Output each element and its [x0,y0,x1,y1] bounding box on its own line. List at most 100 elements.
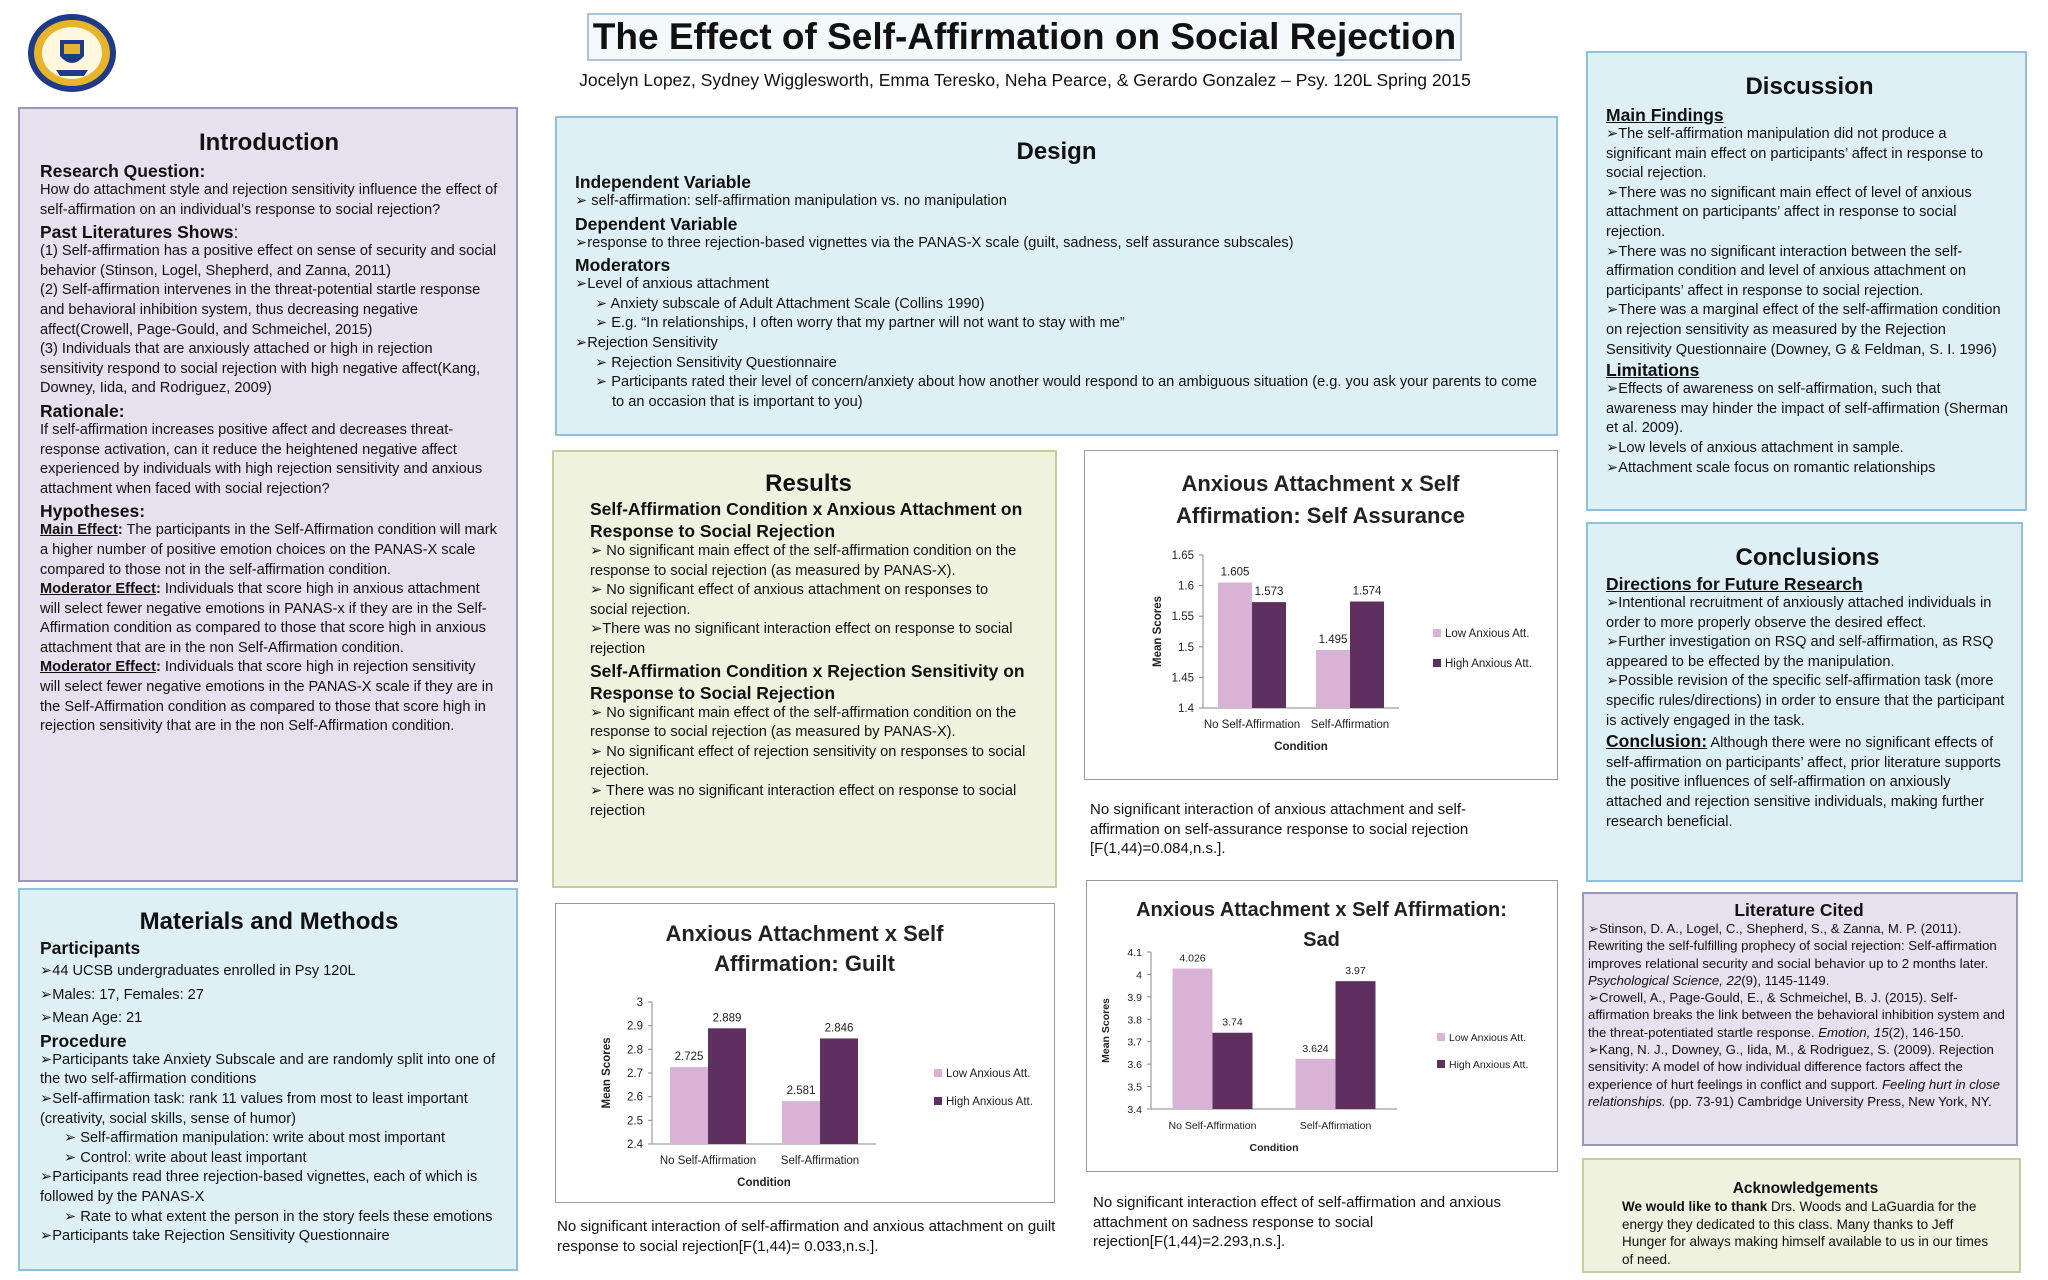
self-assurance-chart-box: Anxious Attachment x Self Affirmation: Se… [1084,450,1558,780]
conclusion-text: Conclusion: Although there were no signi… [1606,731,2001,830]
future-research-item: ➢Further investigation on RSQ and self-a… [1606,634,1994,670]
y-tick-label: 1.45 [1172,672,1194,684]
reference-item: ➢Stinson, D. A., Logel, C., Shepherd, S.… [1588,921,1997,988]
y-axis-title: Mean Scores [1100,998,1112,1063]
y-tick-label: 3.4 [1127,1104,1142,1116]
result-item: ➢ No significant main effect of the self… [590,704,1017,741]
introduction-panel: Introduction Research Question: How do a… [18,107,518,882]
legend-label: Low Anxious Att. [946,1068,1030,1080]
x-tick-label: Self-Affirmation [1300,1120,1372,1132]
independent-variable: ➢ self-affirmation: self-affirmation man… [575,193,1007,209]
y-tick-label: 2.8 [627,1044,643,1056]
legend-swatch [1437,1060,1445,1068]
chart-bar [820,1038,858,1144]
x-tick-label: Self-Affirmation [1311,719,1389,731]
data-label: 3.97 [1345,965,1366,977]
moderator-subitem: ➢ E.g. “In relationships, I often worry … [595,315,1125,332]
x-axis-title: Condition [737,1177,791,1189]
participant-item: ➢Mean Age: 21 [40,1010,143,1027]
research-question-heading: Research Question: [40,161,206,181]
hypothesis-item: Moderator Effect: Individuals that score… [40,581,487,656]
results-subheading: Self-Affirmation Condition x Rejection S… [590,660,1025,703]
hypotheses-heading: Hypotheses: [40,501,146,522]
y-axis-title: Mean Scores [1152,596,1164,667]
legend-label: Low Anxious Att. [1449,1032,1526,1044]
self-assurance-caption: No significant interaction of anxious at… [1090,801,1469,857]
legend-swatch [934,1069,942,1077]
methods-title: Materials and Methods [139,908,399,935]
participant-item: ➢Males: 17, Females: 27 [40,986,204,1003]
future-research-item: ➢Intentional recruitment of anxiously at… [1606,595,1992,631]
moderator-item: ➢Rejection Sensitivity [575,334,718,351]
guilt-chart: Anxious Attachment x Self Affirmation: Gu… [601,921,1033,1189]
future-research-heading: Directions for Future Research [1606,574,1863,594]
participant-item: ➢44 UCSB undergraduates enrolled in Psy … [40,963,356,979]
chart-bar [670,1067,708,1144]
chart-title: Anxious Attachment x Self [1182,471,1461,496]
legend-swatch [1433,659,1441,667]
design-panel: Design Independent Variable ➢ self-affir… [555,116,1558,436]
y-tick-label: 2.7 [627,1068,643,1080]
legend-label: Low Anxious Att. [1445,628,1529,640]
discussion-title: Discussion [1745,73,1874,100]
guilt-chart-box: Anxious Attachment x Self Affirmation: Gu… [555,903,1055,1203]
data-label: 2.846 [825,1022,854,1034]
result-item: ➢ No significant effect of anxious attac… [590,582,989,618]
limitation-item: ➢Low levels of anxious attachment in sam… [1606,439,1904,456]
acknowledgements-panel: Acknowledgements We would like to thank … [1582,1158,2021,1273]
limitation-item: ➢Effects of awareness on self-affirmatio… [1606,381,2009,437]
legend-label: High Anxious Att. [1445,658,1532,670]
discussion-panel: Discussion Main Findings ➢The self-affir… [1586,51,2027,511]
y-tick-label: 3.7 [1127,1037,1142,1049]
results-subheading: Self-Affirmation Condition x Anxious Att… [590,499,1023,541]
chart-bar [782,1101,820,1144]
sad-chart: Anxious Attachment x Self Affirmation: Sa… [1100,899,1528,1154]
poster-title: The Effect of Self-Affirmation on Social… [587,13,1462,61]
results-title: Results [765,470,852,497]
y-tick-label: 3.5 [1127,1082,1142,1094]
x-axis-title: Condition [1250,1142,1299,1154]
legend-label: High Anxious Att. [946,1096,1033,1108]
y-tick-label: 1.4 [1178,703,1195,715]
sad-caption: No significant interaction effect of sel… [1093,1194,1502,1250]
finding-item: ➢There was no significant interaction be… [1606,243,1966,299]
procedure-item: ➢Self-affirmation task: rank 11 values f… [40,1090,468,1127]
finding-item: ➢There was a marginal effect of the self… [1606,302,2001,358]
data-label: 3.74 [1222,1017,1243,1029]
moderators-heading: Moderators [575,255,671,276]
sad-chart-box: Anxious Attachment x Self Affirmation: Sa… [1086,880,1558,1172]
result-item: ➢There was no significant interaction ef… [590,621,1013,657]
guilt-caption: No significant interaction of self-affir… [557,1218,1056,1255]
result-item: ➢ No significant effect of rejection sen… [590,743,1026,780]
y-tick-label: 2.4 [627,1139,644,1151]
y-tick-label: 2.6 [627,1092,643,1104]
main-findings-heading: Main Findings [1606,105,1724,125]
chart-title: Anxious Attachment x Self [666,921,945,946]
chart-bar [1316,649,1350,708]
y-tick-label: 1.55 [1172,611,1194,623]
data-label: 2.581 [787,1085,816,1097]
result-item: ➢ No significant main effect of the self… [590,543,1017,579]
y-tick-label: 1.6 [1178,581,1194,593]
past-literature-heading: Past Literatures Shows [40,222,234,243]
procedure-subitem: ➢ Control: write about least important [64,1149,307,1166]
rationale-heading: Rationale: [40,400,125,421]
chart-title: Affirmation: Guilt [714,951,896,976]
x-tick-label: No Self-Affirmation [660,1155,756,1167]
chart-title: Anxious Attachment x Self Affirmation: [1136,899,1507,921]
authors: Jocelyn Lopez, Sydney Wigglesworth, Emma… [579,70,1471,90]
limitation-item: ➢Attachment scale focus on romantic rela… [1606,459,1936,476]
literature-panel: Literature Cited ➢Stinson, D. A., Logel,… [1582,892,2018,1146]
research-question: How do attachment style and rejection se… [40,182,498,218]
chart-bar [708,1028,746,1144]
x-tick-label: Self-Affirmation [781,1155,859,1167]
independent-variable-heading: Independent Variable [575,172,752,192]
acknowledgements-text: We would like to thank Drs. Woods and La… [1622,1199,1989,1267]
chart-bar [1350,601,1384,708]
moderator-item: ➢Level of anxious attachment [575,276,769,293]
methods-panel: Materials and Methods Participants ➢44 U… [18,888,518,1271]
data-label: 2.889 [713,1012,742,1024]
conclusions-title: Conclusions [1735,544,1880,571]
y-tick-label: 3.6 [1127,1059,1142,1071]
finding-item: ➢The self-affirmation manipulation did n… [1606,126,1983,182]
